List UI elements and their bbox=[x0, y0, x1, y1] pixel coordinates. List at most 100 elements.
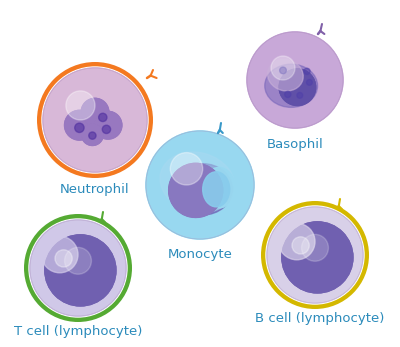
Circle shape bbox=[286, 226, 344, 284]
Circle shape bbox=[146, 131, 254, 239]
Circle shape bbox=[45, 70, 145, 170]
Circle shape bbox=[84, 101, 106, 123]
Circle shape bbox=[43, 68, 147, 172]
Circle shape bbox=[306, 79, 312, 85]
Circle shape bbox=[94, 111, 122, 139]
Circle shape bbox=[278, 218, 352, 292]
Circle shape bbox=[310, 250, 320, 260]
Circle shape bbox=[304, 68, 310, 75]
Circle shape bbox=[288, 228, 342, 282]
Circle shape bbox=[68, 114, 90, 136]
Circle shape bbox=[42, 67, 148, 173]
Circle shape bbox=[274, 59, 316, 101]
Circle shape bbox=[88, 113, 102, 127]
Circle shape bbox=[151, 136, 249, 234]
Circle shape bbox=[302, 234, 328, 261]
Circle shape bbox=[155, 140, 245, 230]
Circle shape bbox=[88, 106, 102, 119]
Circle shape bbox=[279, 69, 316, 105]
Circle shape bbox=[283, 73, 312, 102]
Circle shape bbox=[75, 265, 86, 276]
Circle shape bbox=[301, 240, 330, 269]
Circle shape bbox=[293, 232, 337, 277]
Circle shape bbox=[299, 239, 331, 271]
Circle shape bbox=[41, 231, 115, 305]
Circle shape bbox=[90, 132, 95, 137]
Circle shape bbox=[198, 183, 202, 187]
Circle shape bbox=[309, 248, 322, 261]
Circle shape bbox=[62, 87, 128, 153]
Circle shape bbox=[90, 107, 100, 118]
Circle shape bbox=[30, 220, 126, 316]
Circle shape bbox=[54, 78, 136, 162]
Circle shape bbox=[75, 123, 84, 133]
Circle shape bbox=[173, 158, 227, 212]
Circle shape bbox=[166, 151, 234, 219]
Circle shape bbox=[146, 131, 254, 239]
Circle shape bbox=[303, 243, 332, 272]
Circle shape bbox=[72, 98, 118, 143]
Circle shape bbox=[98, 115, 118, 135]
Ellipse shape bbox=[268, 59, 303, 91]
Circle shape bbox=[85, 102, 105, 122]
Circle shape bbox=[66, 111, 93, 139]
Circle shape bbox=[37, 62, 153, 178]
Text: T cell (lymphocyte): T cell (lymphocyte) bbox=[14, 325, 142, 338]
Circle shape bbox=[170, 154, 231, 215]
Text: Monocyte: Monocyte bbox=[168, 248, 232, 261]
Circle shape bbox=[262, 46, 329, 113]
Circle shape bbox=[81, 98, 109, 126]
Circle shape bbox=[85, 127, 100, 142]
Circle shape bbox=[91, 109, 99, 116]
Circle shape bbox=[160, 145, 240, 225]
Circle shape bbox=[187, 172, 213, 197]
Circle shape bbox=[83, 108, 107, 132]
Circle shape bbox=[277, 217, 354, 294]
Circle shape bbox=[42, 236, 78, 273]
Circle shape bbox=[291, 231, 339, 279]
Circle shape bbox=[51, 241, 105, 295]
Circle shape bbox=[286, 226, 349, 289]
Circle shape bbox=[66, 256, 95, 285]
Circle shape bbox=[278, 62, 313, 98]
Circle shape bbox=[73, 263, 83, 273]
Circle shape bbox=[296, 236, 334, 274]
Text: Neutrophil: Neutrophil bbox=[60, 183, 130, 196]
Circle shape bbox=[153, 138, 247, 232]
Circle shape bbox=[64, 254, 92, 282]
Circle shape bbox=[76, 101, 114, 139]
Ellipse shape bbox=[173, 164, 232, 215]
Circle shape bbox=[94, 111, 96, 113]
Circle shape bbox=[55, 250, 72, 267]
Circle shape bbox=[305, 245, 330, 270]
Circle shape bbox=[78, 103, 112, 137]
Circle shape bbox=[291, 81, 304, 93]
Circle shape bbox=[316, 256, 319, 259]
Circle shape bbox=[78, 123, 81, 127]
Circle shape bbox=[86, 103, 104, 121]
Circle shape bbox=[50, 240, 110, 301]
Circle shape bbox=[314, 253, 317, 256]
Circle shape bbox=[281, 66, 310, 94]
Circle shape bbox=[70, 116, 88, 134]
Circle shape bbox=[185, 180, 206, 201]
Circle shape bbox=[99, 116, 117, 134]
Circle shape bbox=[56, 246, 100, 290]
Circle shape bbox=[46, 236, 110, 300]
Circle shape bbox=[88, 130, 97, 139]
Circle shape bbox=[306, 245, 325, 265]
Circle shape bbox=[289, 79, 306, 96]
Circle shape bbox=[74, 99, 116, 141]
Circle shape bbox=[265, 50, 326, 110]
Circle shape bbox=[177, 162, 223, 209]
Circle shape bbox=[62, 252, 94, 284]
Circle shape bbox=[72, 118, 86, 132]
Circle shape bbox=[48, 238, 108, 298]
Circle shape bbox=[286, 76, 308, 98]
Circle shape bbox=[68, 259, 88, 278]
Circle shape bbox=[255, 40, 335, 120]
Circle shape bbox=[278, 223, 315, 260]
Circle shape bbox=[280, 70, 314, 104]
Circle shape bbox=[182, 167, 218, 203]
Circle shape bbox=[35, 225, 121, 311]
